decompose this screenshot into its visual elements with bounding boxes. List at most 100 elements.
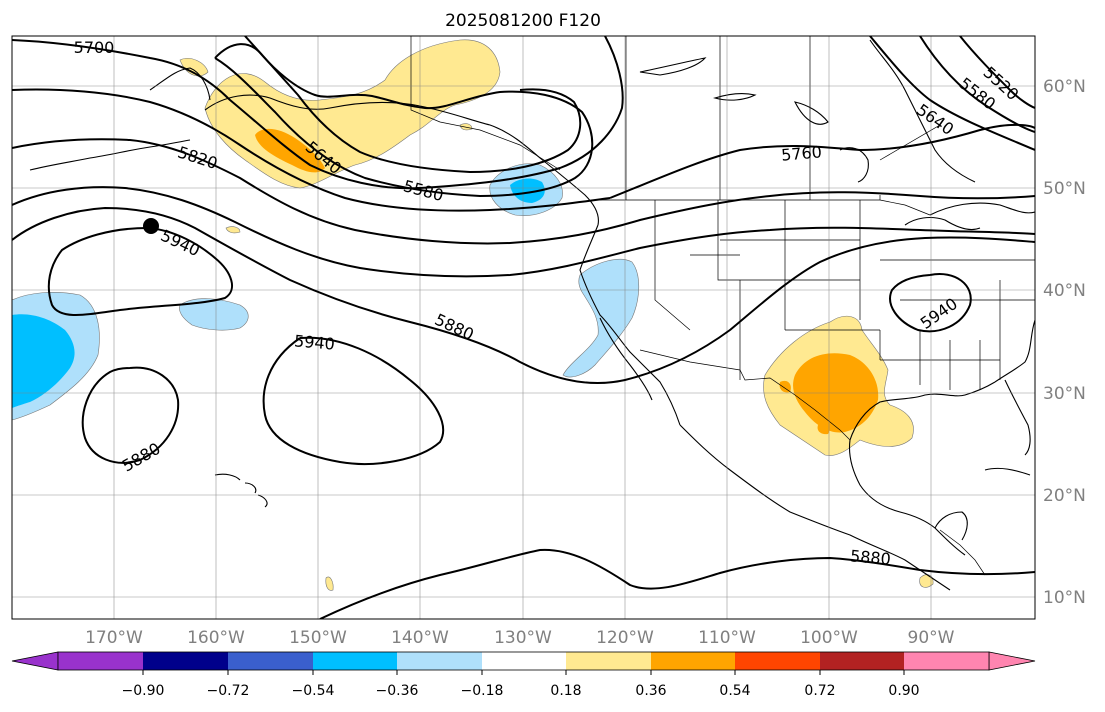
lon-label: 130°W bbox=[494, 628, 552, 648]
contour-label: 5880 bbox=[119, 439, 164, 476]
lon-label: 120°W bbox=[596, 628, 654, 648]
contour-label: 5700 bbox=[74, 38, 115, 57]
island-hawaii bbox=[214, 473, 268, 508]
border-canada-internal-4 bbox=[879, 124, 941, 161]
colorbar-ticks bbox=[142, 670, 905, 675]
colorbar-bin bbox=[228, 652, 313, 670]
shade-positive-tiny-3 bbox=[919, 574, 934, 588]
shade-negative-bc-core bbox=[510, 178, 545, 203]
coastline-great-lakes bbox=[904, 216, 981, 231]
contour-5700 bbox=[12, 36, 624, 190]
contour-5820 bbox=[12, 138, 1035, 245]
coastline-canada-east bbox=[929, 202, 1035, 216]
colorbar-bin bbox=[651, 652, 735, 670]
colorbar-bin bbox=[820, 652, 904, 670]
coastline-alaska-west bbox=[149, 67, 211, 101]
island-northwest bbox=[639, 57, 707, 76]
lon-label: 100°W bbox=[800, 628, 858, 648]
colorbar-bin bbox=[397, 652, 482, 670]
contour-5940-east bbox=[889, 273, 972, 333]
latitude-labels: 60°N 50°N 40°N 30°N 20°N 10°N bbox=[1043, 77, 1086, 608]
lon-label: 150°W bbox=[289, 628, 347, 648]
colorbar-bin bbox=[904, 652, 989, 670]
colorbar-extend-high bbox=[988, 651, 1036, 671]
graticule bbox=[12, 36, 1035, 619]
lat-label: 60°N bbox=[1043, 77, 1086, 97]
border-alaska-canada bbox=[410, 36, 561, 171]
anomaly-shading bbox=[12, 39, 934, 591]
island-north-3 bbox=[793, 101, 829, 125]
colorbar-bin bbox=[313, 652, 397, 670]
contour-label: 5760 bbox=[780, 142, 822, 164]
colorbar: −0.90 −0.72 −0.54 −0.36 −0.18 0.18 0.36 … bbox=[11, 651, 1036, 699]
contour-5580-ne bbox=[919, 36, 1035, 133]
contour-5880-north bbox=[12, 186, 1035, 278]
lon-label: 160°W bbox=[187, 628, 245, 648]
contour-5880-south bbox=[12, 206, 1035, 385]
contour-label: 5640 bbox=[913, 100, 957, 139]
colorbar-bin bbox=[482, 652, 566, 670]
map-frame bbox=[11, 35, 1036, 620]
shade-positive-small-nw bbox=[179, 58, 209, 77]
colorbar-tick-label: −0.18 bbox=[461, 683, 504, 699]
contour-5940-north-loop bbox=[47, 227, 234, 316]
contour-5880-south-line bbox=[319, 548, 1035, 619]
political-borders bbox=[410, 36, 1035, 576]
colorbar-bin bbox=[735, 652, 820, 670]
border-us-mexico bbox=[639, 349, 851, 441]
colorbar-bin bbox=[143, 652, 228, 670]
shade-positive-tiny-4 bbox=[459, 123, 473, 131]
map-area: 5700 5820 5640 5580 5760 5640 5580 5520 … bbox=[12, 36, 1035, 619]
border-central-america bbox=[939, 529, 986, 576]
lat-label: 20°N bbox=[1043, 486, 1086, 506]
border-us-canada bbox=[598, 195, 931, 216]
colorbar-extend-low bbox=[11, 651, 59, 671]
island-north-2 bbox=[713, 93, 757, 101]
contour-label: 5880 bbox=[432, 310, 477, 344]
contour-label: 5880 bbox=[849, 546, 891, 568]
coastline-aleutians bbox=[29, 139, 191, 171]
contour-label: 5940 bbox=[158, 226, 203, 260]
coastline-mexico-west bbox=[679, 424, 951, 591]
lat-label: 40°N bbox=[1043, 281, 1086, 301]
lat-label: 10°N bbox=[1043, 588, 1086, 608]
coastline-us-east bbox=[994, 319, 1035, 383]
lon-label: 170°W bbox=[85, 628, 143, 648]
shade-negative-california bbox=[562, 258, 640, 378]
border-us-states-1 bbox=[654, 200, 881, 380]
colorbar-bin bbox=[58, 652, 143, 670]
colorbar-tick-label: 0.72 bbox=[804, 683, 835, 699]
colorbar-bin bbox=[566, 652, 651, 670]
coastline-yucatan bbox=[934, 511, 968, 541]
coastline-cuba bbox=[984, 467, 1031, 476]
height-contours bbox=[12, 36, 1035, 619]
lon-label: 90°W bbox=[908, 628, 955, 648]
contour-5640-inner bbox=[214, 43, 594, 198]
shade-positive-tiny-2 bbox=[325, 576, 334, 591]
contour-5940-mid bbox=[262, 336, 445, 465]
shade-positive-texas-small2 bbox=[817, 423, 830, 435]
contour-5520-ne bbox=[959, 36, 1035, 109]
lon-label: 110°W bbox=[698, 628, 756, 648]
colorbar-tick-label: −0.72 bbox=[207, 683, 250, 699]
location-marker bbox=[143, 218, 159, 234]
contour-5640-alaska-out bbox=[244, 36, 582, 174]
shade-positive-tiny-1 bbox=[225, 226, 241, 234]
colorbar-tick-label: 0.54 bbox=[719, 683, 750, 699]
contour-label: 5940 bbox=[293, 331, 335, 353]
lon-label: 140°W bbox=[391, 628, 449, 648]
colorbar-tick-label: 0.36 bbox=[635, 683, 666, 699]
island-ne-coast bbox=[869, 39, 976, 183]
coastline-florida bbox=[1004, 379, 1031, 456]
shade-positive-texas-small bbox=[779, 380, 791, 393]
contour-label: 5820 bbox=[175, 142, 220, 173]
colorbar-tick-label: −0.90 bbox=[122, 683, 165, 699]
coastlines bbox=[29, 39, 1035, 591]
shade-negative-pacific-west-core bbox=[12, 314, 75, 408]
contour-5760-east bbox=[609, 123, 1035, 199]
lat-label: 50°N bbox=[1043, 179, 1086, 199]
lat-label: 30°N bbox=[1043, 384, 1086, 404]
coastline-gulf bbox=[849, 381, 996, 441]
shade-positive-alaska bbox=[204, 39, 501, 189]
